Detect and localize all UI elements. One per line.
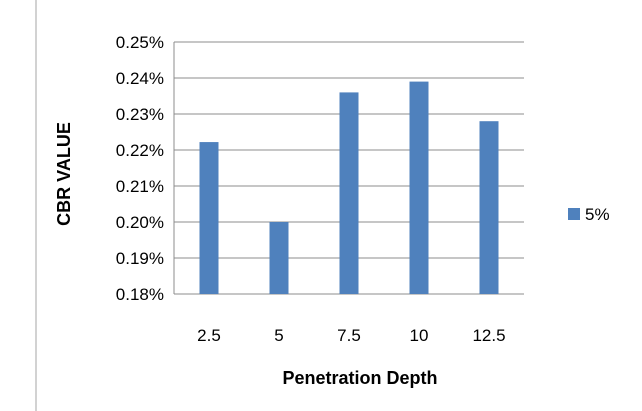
bars [199,81,499,295]
legend: 5% [568,205,610,224]
x-tick-label: 10 [410,326,429,345]
x-tick-label: 5 [274,326,283,345]
y-tick-label: 0.18% [116,285,164,304]
y-tick-label: 0.23% [116,105,164,124]
bar [199,142,219,294]
y-tick-label: 0.25% [116,33,164,52]
bar [339,92,359,295]
legend-swatch [568,208,580,220]
y-axis-title: CBR VALUE [54,122,74,226]
x-axis-title: Penetration Depth [282,368,437,388]
bar [479,121,499,294]
y-tick-label: 0.24% [116,69,164,88]
y-tick-label: 0.21% [116,177,164,196]
x-tick-labels: 2.5 5 7.5 10 12.5 [197,326,505,345]
bar [409,81,429,294]
legend-label: 5% [585,205,610,224]
y-tick-label: 0.20% [116,213,164,232]
x-tick-label: 2.5 [197,326,221,345]
y-tick-label: 0.22% [116,141,164,160]
y-tick-label: 0.19% [116,249,164,268]
bar [269,222,289,294]
y-tick-labels: 0.18% 0.19% 0.20% 0.21% 0.22% 0.23% 0.24% 0.25% [116,33,164,304]
x-tick-label: 7.5 [337,326,361,345]
x-tick-label: 12.5 [472,326,505,345]
